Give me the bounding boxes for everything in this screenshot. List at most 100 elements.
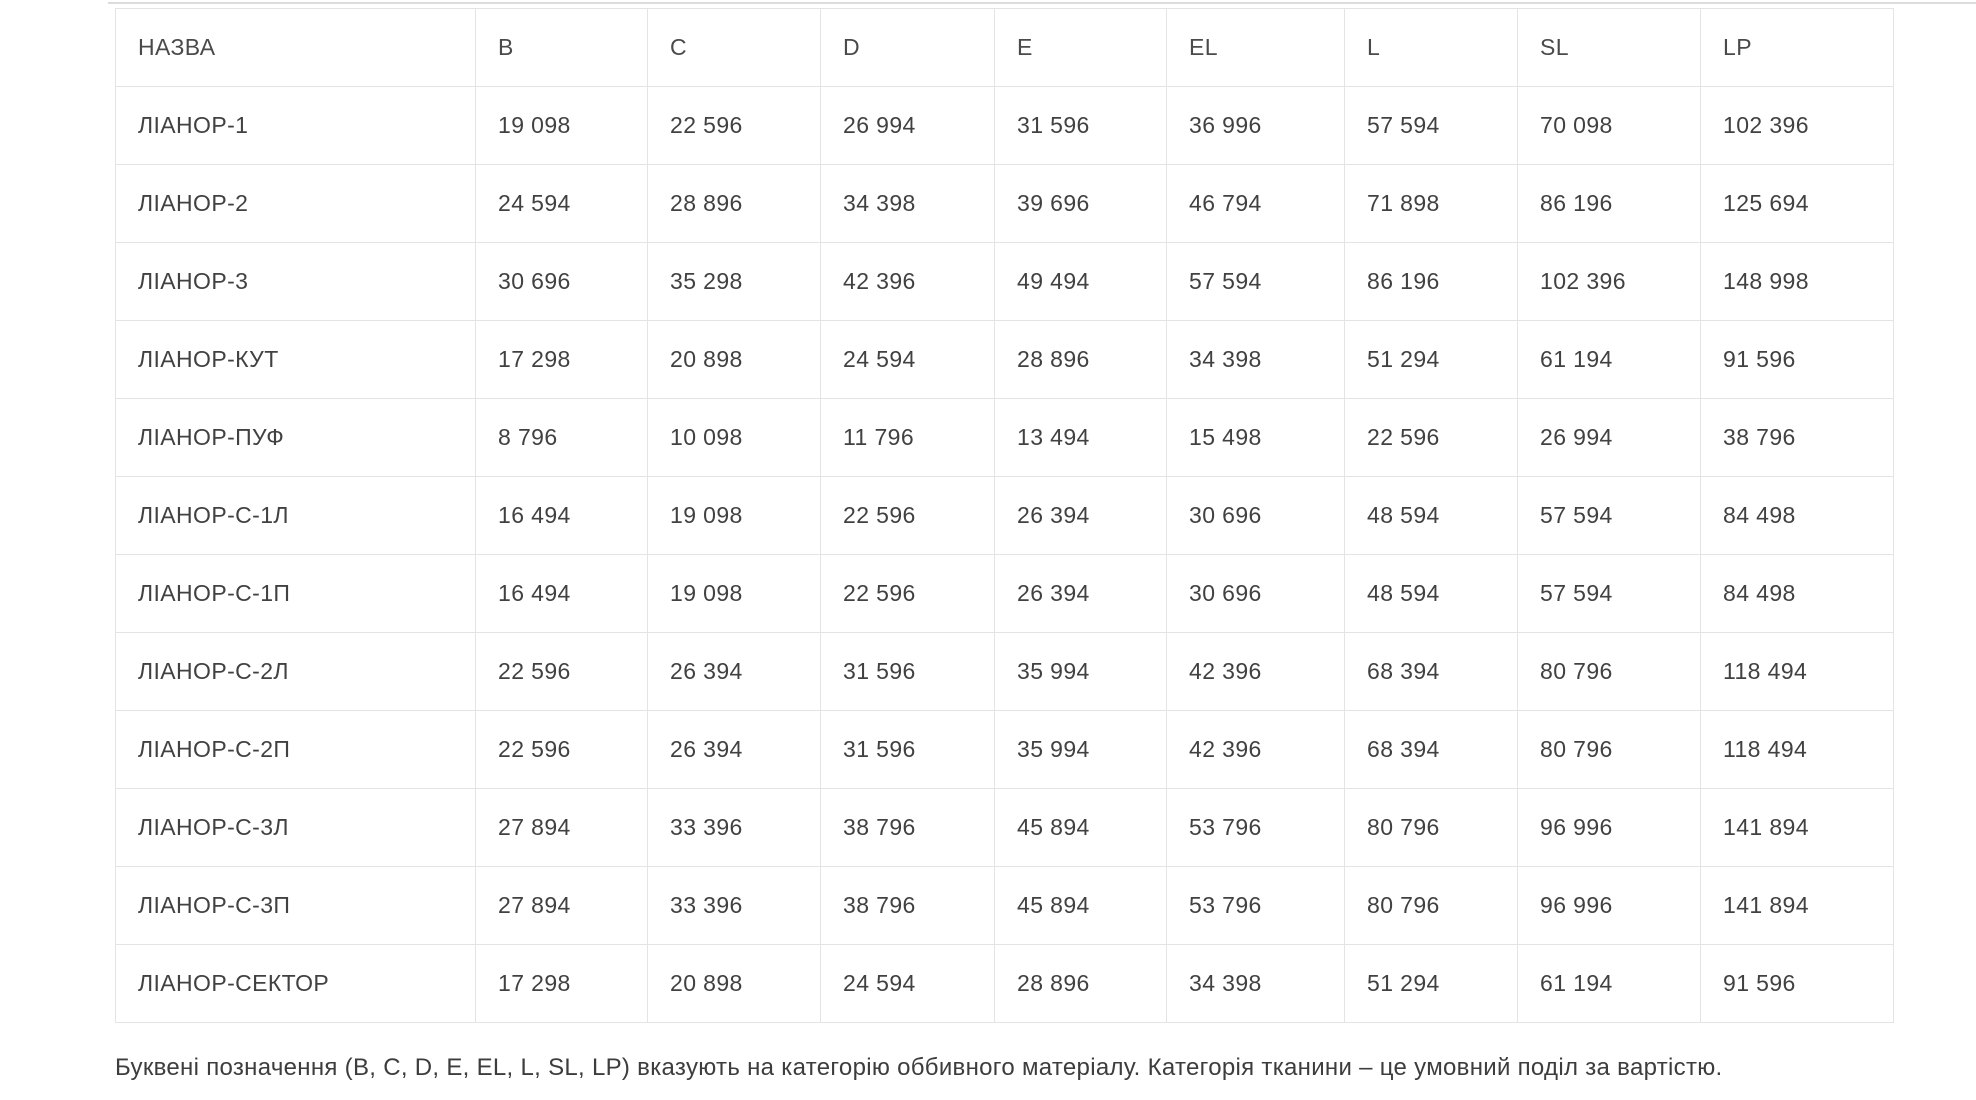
price-cell: 22 596	[475, 632, 648, 711]
product-name-cell: ЛІАНОР-С-1Л	[115, 476, 476, 555]
price-cell: 46 794	[1166, 164, 1345, 243]
price-cell: 22 596	[820, 476, 995, 555]
price-cell: 57 594	[1344, 86, 1518, 165]
price-cell: 11 796	[820, 398, 995, 477]
price-cell: 27 894	[475, 866, 648, 945]
price-cell: 53 796	[1166, 866, 1345, 945]
table-row: ЛІАНОР-С-2Л 22 596 26 394 31 596 35 994 42 39…	[115, 632, 1894, 711]
price-cell: 68 394	[1344, 710, 1518, 789]
price-cell: 35 994	[994, 632, 1167, 711]
price-cell: 51 294	[1344, 944, 1518, 1023]
price-cell: 26 994	[820, 86, 995, 165]
price-cell: 91 596	[1700, 944, 1894, 1023]
footnote: Буквені позначення (B, C, D, E, EL, L, S…	[115, 1054, 1723, 1081]
price-cell: 57 594	[1517, 554, 1701, 633]
price-cell: 45 894	[994, 866, 1167, 945]
price-cell: 24 594	[820, 944, 995, 1023]
product-name-cell: ЛІАНОР-СЕКТОР	[115, 944, 476, 1023]
price-cell: 38 796	[820, 788, 995, 867]
price-cell: 71 898	[1344, 164, 1518, 243]
column-header-category: D	[820, 8, 995, 87]
column-header-category: L	[1344, 8, 1518, 87]
price-cell: 42 396	[1166, 632, 1345, 711]
product-name-cell: ЛІАНОР-3	[115, 242, 476, 321]
column-header-category: SL	[1517, 8, 1701, 87]
price-cell: 28 896	[994, 320, 1167, 399]
price-cell: 80 796	[1517, 710, 1701, 789]
product-name-cell: ЛІАНОР-С-3Л	[115, 788, 476, 867]
price-cell: 35 994	[994, 710, 1167, 789]
table-header-row: НАЗВА B C D E EL L SL LP	[115, 8, 1894, 87]
price-cell: 57 594	[1166, 242, 1345, 321]
price-cell: 30 696	[1166, 476, 1345, 555]
product-name-cell: ЛІАНОР-1	[115, 86, 476, 165]
price-cell: 33 396	[647, 788, 821, 867]
price-cell: 38 796	[1700, 398, 1894, 477]
table-row: ЛІАНОР-С-3П 27 894 33 396 38 796 45 894 53 79…	[115, 866, 1894, 945]
price-cell: 22 596	[475, 710, 648, 789]
price-cell: 42 396	[820, 242, 995, 321]
price-cell: 80 796	[1344, 788, 1518, 867]
product-name-cell: ЛІАНОР-2	[115, 164, 476, 243]
price-cell: 15 498	[1166, 398, 1345, 477]
column-header-category: E	[994, 8, 1167, 87]
price-cell: 31 596	[820, 632, 995, 711]
price-cell: 19 098	[475, 86, 648, 165]
price-cell: 86 196	[1344, 242, 1518, 321]
product-name-cell: ЛІАНОР-КУТ	[115, 320, 476, 399]
price-cell: 86 196	[1517, 164, 1701, 243]
price-cell: 26 394	[647, 710, 821, 789]
price-cell: 57 594	[1517, 476, 1701, 555]
price-cell: 20 898	[647, 320, 821, 399]
price-cell: 19 098	[647, 554, 821, 633]
product-name-cell: ЛІАНОР-С-2П	[115, 710, 476, 789]
price-cell: 84 498	[1700, 554, 1894, 633]
column-header-category: C	[647, 8, 821, 87]
table-row: ЛІАНОР-С-1П 16 494 19 098 22 596 26 394 30 69…	[115, 554, 1894, 633]
table-row: ЛІАНОР-2 24 594 28 896 34 398 39 696 46 794 71…	[115, 164, 1894, 243]
top-divider	[108, 2, 1976, 4]
price-cell: 118 494	[1700, 710, 1894, 789]
product-name-cell: ЛІАНОР-С-1П	[115, 554, 476, 633]
price-cell: 24 594	[475, 164, 648, 243]
table-row: ЛІАНОР-ПУФ 8 796 10 098 11 796 13 494 15 498 2…	[115, 398, 1894, 477]
price-cell: 80 796	[1517, 632, 1701, 711]
price-cell: 22 596	[1344, 398, 1518, 477]
price-cell: 39 696	[994, 164, 1167, 243]
price-table: НАЗВА B C D E EL L SL LP ЛІАНОР-1 19 098 22 596 26 …	[115, 8, 1894, 1023]
price-cell: 96 996	[1517, 788, 1701, 867]
column-header-category: LP	[1700, 8, 1894, 87]
table-row: ЛІАНОР-С-3Л 27 894 33 396 38 796 45 894 53 79…	[115, 788, 1894, 867]
price-cell: 26 394	[647, 632, 821, 711]
price-cell: 17 298	[475, 944, 648, 1023]
price-cell: 22 596	[647, 86, 821, 165]
price-cell: 28 896	[994, 944, 1167, 1023]
price-cell: 33 396	[647, 866, 821, 945]
product-name-cell: ЛІАНОР-С-2Л	[115, 632, 476, 711]
table-row: ЛІАНОР-КУТ 17 298 20 898 24 594 28 896 34 398…	[115, 320, 1894, 399]
price-cell: 141 894	[1700, 788, 1894, 867]
product-name-cell: ЛІАНОР-С-3П	[115, 866, 476, 945]
price-cell: 26 394	[994, 554, 1167, 633]
price-cell: 35 298	[647, 242, 821, 321]
price-cell: 30 696	[1166, 554, 1345, 633]
price-cell: 61 194	[1517, 320, 1701, 399]
price-cell: 42 396	[1166, 710, 1345, 789]
price-cell: 96 996	[1517, 866, 1701, 945]
table-row: ЛІАНОР-С-2П 22 596 26 394 31 596 35 994 42 39…	[115, 710, 1894, 789]
column-header-category: B	[475, 8, 648, 87]
price-cell: 148 998	[1700, 242, 1894, 321]
price-cell: 38 796	[820, 866, 995, 945]
table-row: ЛІАНОР-3 30 696 35 298 42 396 49 494 57 594 86…	[115, 242, 1894, 321]
price-cell: 36 996	[1166, 86, 1345, 165]
column-header-name: НАЗВА	[115, 8, 476, 87]
price-cell: 141 894	[1700, 866, 1894, 945]
price-cell: 118 494	[1700, 632, 1894, 711]
price-cell: 31 596	[994, 86, 1167, 165]
price-cell: 16 494	[475, 476, 648, 555]
price-cell: 20 898	[647, 944, 821, 1023]
price-cell: 26 994	[1517, 398, 1701, 477]
price-cell: 61 194	[1517, 944, 1701, 1023]
price-cell: 34 398	[820, 164, 995, 243]
table-row: ЛІАНОР-СЕКТОР 17 298 20 898 24 594 28 896 34 …	[115, 944, 1894, 1023]
